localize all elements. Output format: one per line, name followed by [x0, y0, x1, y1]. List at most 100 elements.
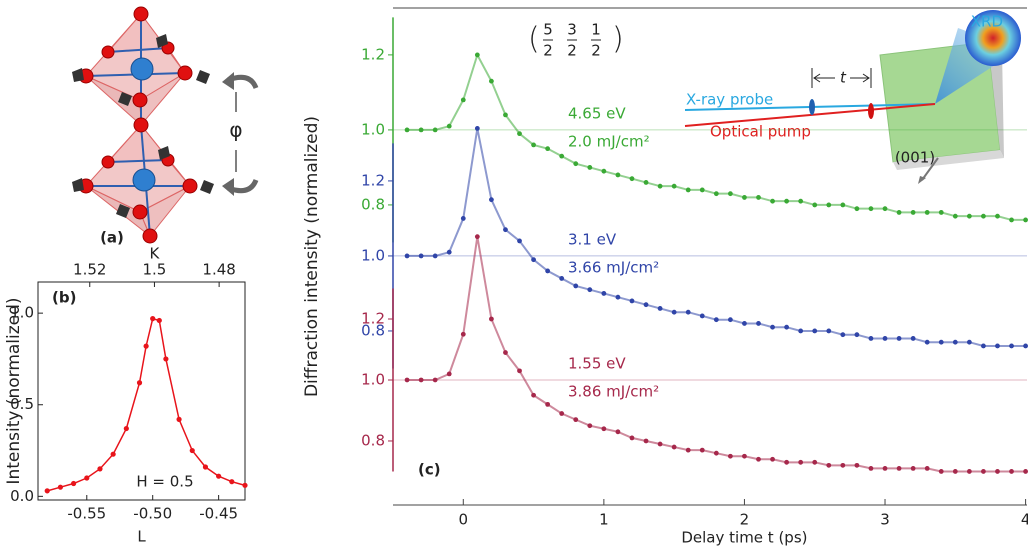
data-point	[995, 343, 1000, 349]
data-point	[952, 339, 958, 345]
data-point	[812, 328, 818, 334]
data-point	[657, 183, 663, 189]
y-tick-label: 1.0	[361, 120, 385, 138]
data-point	[1023, 343, 1028, 349]
data-point	[601, 291, 607, 296]
series-fluence: 3.66 mJ/cm²	[568, 258, 659, 276]
data-point	[446, 123, 452, 129]
data-point	[938, 339, 944, 345]
xrd-label: XRD	[971, 13, 1003, 31]
data-point	[981, 469, 986, 474]
data-point	[643, 302, 649, 308]
series-label: 1.55 eV	[568, 354, 626, 372]
x-tick-label: -0.45	[199, 505, 238, 523]
data-point	[643, 438, 649, 444]
y-axis-label: Intensity (normalized)	[4, 297, 24, 484]
data-point	[559, 411, 565, 416]
data-point	[798, 198, 804, 204]
data-point	[727, 317, 733, 323]
y-tick-label: 0.8	[361, 431, 385, 449]
data-point	[432, 127, 438, 133]
data-point	[629, 176, 635, 182]
data-point	[242, 482, 248, 488]
data-point	[699, 313, 705, 319]
data-point	[924, 466, 930, 471]
x-tick-label: 2	[740, 511, 750, 529]
data-point	[643, 180, 649, 185]
data-point	[404, 253, 410, 259]
data-point	[671, 183, 677, 189]
data-point	[868, 466, 874, 471]
data-point	[910, 466, 916, 471]
data-point	[489, 197, 494, 203]
data-point	[136, 380, 143, 386]
data-point	[727, 453, 733, 459]
data-point	[1009, 217, 1014, 223]
data-point	[418, 127, 424, 133]
data-point	[784, 198, 790, 204]
data-point	[189, 447, 195, 454]
data-point	[910, 336, 916, 341]
panel-label: (c)	[418, 461, 441, 479]
x2-tick-label: 1.48	[202, 261, 235, 279]
data-point	[474, 234, 480, 240]
data-point	[587, 287, 593, 293]
data-point	[156, 317, 162, 324]
fraction-denominator: 2	[567, 42, 577, 60]
data-point	[798, 328, 804, 334]
fraction-numerator: 1	[591, 21, 601, 39]
data-point	[559, 276, 565, 281]
data-point	[1009, 469, 1014, 474]
data-point	[474, 52, 480, 58]
y-tick-label: 1.0	[10, 304, 34, 322]
x-tick-label: -0.50	[133, 505, 172, 523]
y-tick-label: 0.0	[10, 487, 34, 505]
data-point	[418, 377, 424, 383]
data-point	[966, 469, 972, 474]
y-tick-label: 1.0	[361, 246, 385, 264]
data-point	[446, 249, 452, 255]
data-point	[70, 480, 77, 487]
data-point	[938, 469, 944, 474]
fraction-numerator: 3	[567, 21, 577, 39]
data-point	[685, 309, 691, 315]
data-point	[44, 488, 50, 494]
data-point	[418, 253, 424, 259]
data-point	[713, 317, 719, 323]
data-point	[981, 213, 986, 219]
data-point	[868, 336, 874, 341]
data-point	[770, 456, 775, 462]
data-point	[1023, 217, 1028, 223]
data-point	[812, 459, 818, 465]
data-point	[924, 339, 930, 345]
x-axis-label: Delay time t (ps)	[681, 529, 807, 547]
series-fluence: 3.86 mJ/cm²	[568, 382, 659, 400]
data-point	[629, 435, 635, 441]
data-point	[460, 97, 466, 103]
data-point	[756, 321, 761, 326]
data-point	[629, 298, 635, 304]
data-point	[840, 332, 846, 338]
data-point	[966, 213, 972, 219]
data-point	[573, 161, 579, 167]
probe-label: X-ray probe	[686, 91, 773, 109]
data-point	[601, 426, 607, 432]
data-point	[995, 213, 1000, 219]
data-point	[503, 350, 508, 355]
data-point	[432, 253, 438, 259]
bracket: (	[528, 22, 540, 57]
data-point	[517, 131, 522, 137]
fraction-denominator: 2	[591, 42, 601, 60]
data-point	[770, 324, 775, 330]
data-point	[531, 257, 536, 263]
data-point	[657, 306, 663, 311]
angle-label: φ	[229, 118, 242, 142]
data-point	[826, 328, 832, 334]
data-point	[756, 195, 761, 200]
data-point	[826, 462, 832, 468]
series-label: 4.65 eV	[568, 104, 626, 122]
data-point	[981, 343, 986, 349]
data-point	[545, 401, 551, 407]
data-point	[517, 238, 522, 244]
